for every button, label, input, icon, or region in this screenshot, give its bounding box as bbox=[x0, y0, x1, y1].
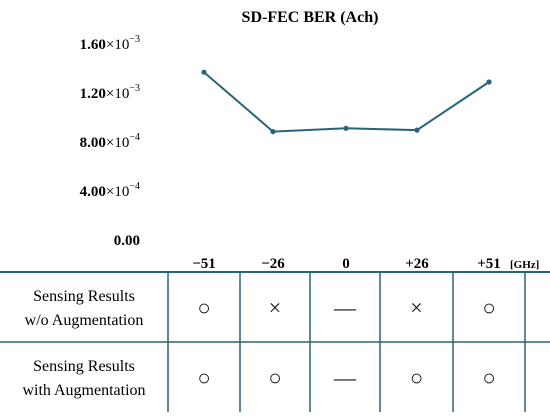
x-tick-label: −51 bbox=[192, 256, 216, 272]
y-tick-mantissa: 4.00 bbox=[80, 184, 106, 200]
result-symbol: ○ bbox=[410, 365, 423, 390]
x-axis-unit: [GHz] bbox=[510, 259, 539, 271]
x-tick-label: −26 bbox=[261, 256, 285, 272]
y-tick-base: 10 bbox=[114, 37, 129, 53]
row-label-line: Sensing Results bbox=[33, 358, 135, 375]
row-label-line: w/o Augmentation bbox=[25, 312, 144, 329]
y-tick-label: 8.00×10−4 bbox=[80, 132, 140, 151]
y-tick-label: 1.20×10−3 bbox=[80, 83, 140, 102]
x-tick-label: +26 bbox=[405, 256, 429, 272]
result-symbol: × bbox=[269, 295, 281, 320]
result-symbol: ○ bbox=[482, 365, 495, 390]
x-tick-label: 0 bbox=[342, 256, 350, 272]
y-tick-base: 10 bbox=[114, 135, 129, 151]
y-tick-base: 10 bbox=[114, 184, 129, 200]
y-tick-times: × bbox=[106, 86, 114, 102]
data-point bbox=[414, 127, 420, 133]
x-tick-label: +51 bbox=[477, 256, 501, 272]
y-tick-label: 4.00×10−4 bbox=[80, 181, 140, 200]
y-tick-times: × bbox=[106, 135, 114, 151]
result-symbol: ○ bbox=[482, 295, 495, 320]
y-tick-label: 1.60×10−3 bbox=[80, 34, 140, 53]
sensing-results-table: Sensing Results w/o Augmentation ○ × — × ○ Sens… bbox=[0, 271, 550, 412]
result-symbol: ○ bbox=[197, 365, 210, 390]
data-point bbox=[343, 125, 349, 131]
series-line-group bbox=[201, 69, 492, 135]
result-symbol: ○ bbox=[268, 365, 281, 390]
row-label-line: Sensing Results bbox=[33, 288, 135, 305]
y-axis-ticks: 1.60×10−31.20×10−38.00×10−44.00×10−40.00 bbox=[80, 34, 140, 249]
y-tick-mantissa: 0.00 bbox=[114, 233, 140, 249]
x-axis-ticks: −51 −26 0 +26 +51 bbox=[192, 256, 501, 272]
y-tick-exponent: −3 bbox=[129, 34, 140, 45]
chart-title: SD-FEC BER (Ach) bbox=[242, 9, 379, 26]
y-tick-mantissa: 1.20 bbox=[80, 86, 106, 102]
y-tick-label: 0.00 bbox=[114, 233, 140, 249]
data-point bbox=[270, 129, 276, 135]
result-symbol: — bbox=[333, 365, 357, 390]
y-tick-exponent: −4 bbox=[129, 181, 140, 192]
y-tick-base: 10 bbox=[114, 86, 129, 102]
row-label-line: with Augmentation bbox=[22, 382, 145, 399]
data-point bbox=[486, 79, 492, 85]
y-tick-exponent: −4 bbox=[129, 132, 140, 143]
y-tick-exponent: −3 bbox=[129, 83, 140, 94]
data-point bbox=[201, 69, 207, 75]
y-tick-mantissa: 8.00 bbox=[80, 135, 106, 151]
series-line bbox=[203, 71, 490, 133]
y-tick-times: × bbox=[106, 184, 114, 200]
y-tick-times: × bbox=[106, 37, 114, 53]
result-symbol: × bbox=[410, 295, 422, 320]
y-tick-mantissa: 1.60 bbox=[80, 37, 106, 53]
result-symbol: — bbox=[333, 295, 357, 320]
result-symbol: ○ bbox=[197, 295, 210, 320]
